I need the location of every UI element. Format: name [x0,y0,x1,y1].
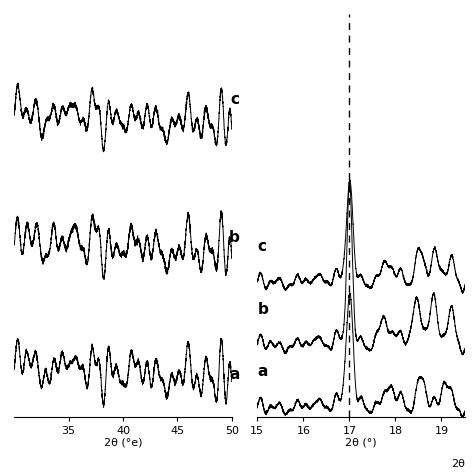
Text: c: c [257,239,266,255]
Text: a: a [257,365,268,379]
Text: a: a [229,367,240,382]
Text: c: c [230,92,239,107]
X-axis label: 2θ (°): 2θ (°) [345,438,377,447]
Text: 2θ: 2θ [451,459,465,469]
X-axis label: 2θ (°e): 2θ (°e) [104,438,142,447]
Text: b: b [257,302,268,317]
Text: b: b [229,229,240,245]
